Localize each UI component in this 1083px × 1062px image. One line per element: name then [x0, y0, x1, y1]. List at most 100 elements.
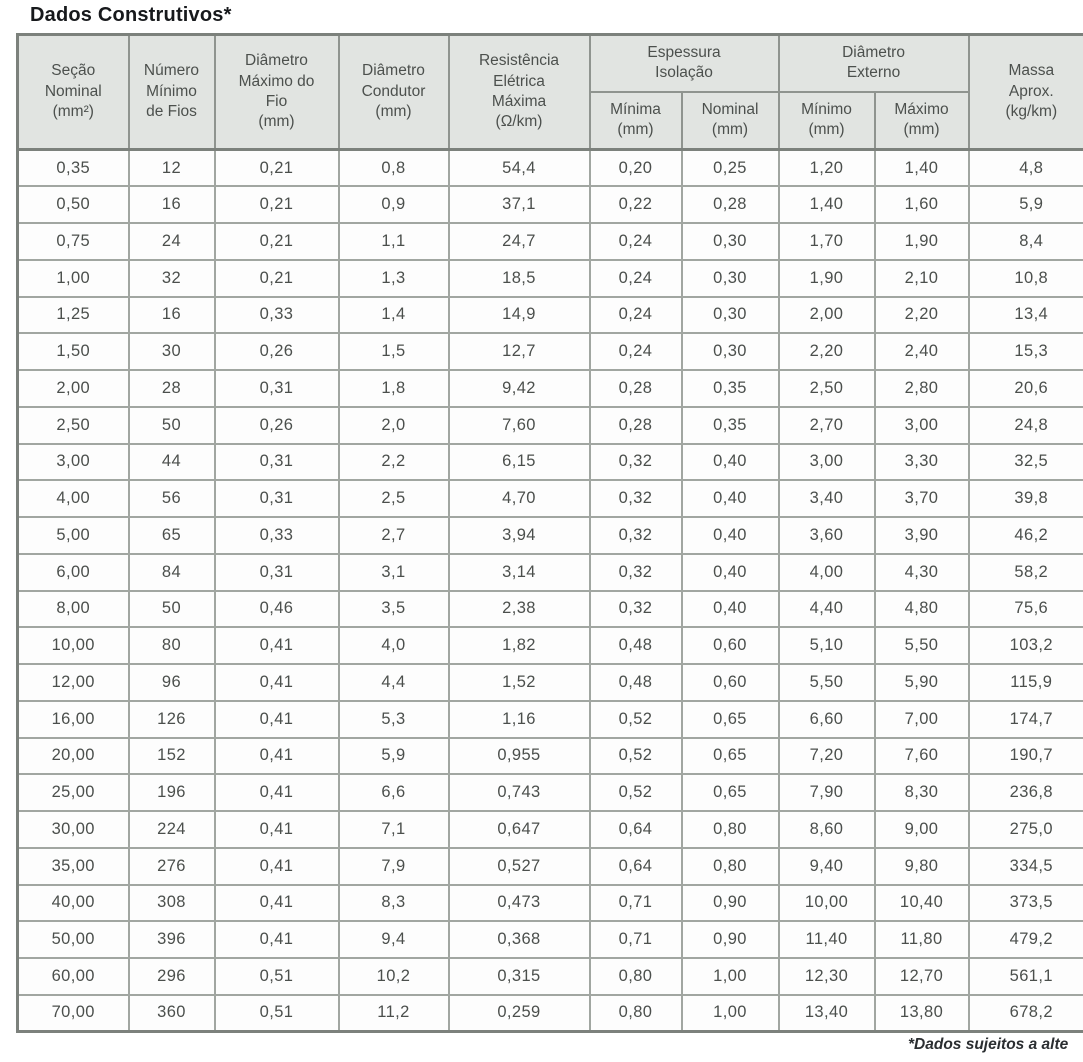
table-cell: 0,368: [447, 920, 591, 959]
table-cell: 30: [127, 332, 216, 371]
table-cell: 0,32: [588, 442, 683, 482]
table-cell: 2,38: [447, 589, 591, 629]
table-cell: 7,90: [777, 773, 876, 812]
table-cell: 0,21: [213, 222, 340, 261]
table-cell: 70,00: [16, 993, 130, 1033]
table-cell: 5,50: [873, 626, 970, 665]
table-cell: 13,4: [967, 295, 1083, 335]
table-row: 40,00 308 0,41 8,3 0,473 0,71 0,90 10,00 10,40 37…: [16, 883, 1083, 923]
table-row: 2,00 28 0,31 1,8 9,42 0,28 0,35 2,50 2,80 20,6: [16, 369, 1083, 408]
table-cell: 18,5: [447, 258, 591, 298]
table-cell: 152: [127, 736, 216, 776]
table-cell: 2,20: [777, 332, 876, 371]
table-row: 0,75 24 0,21 1,1 24,7 0,24 0,30 1,70 1,90 8,4: [16, 222, 1083, 261]
table-cell: 3,00: [873, 405, 970, 445]
table-cell: 13,40: [777, 993, 876, 1033]
table-cell: 6,00: [16, 552, 130, 592]
table-cell: 0,41: [213, 699, 340, 739]
table-cell: 115,9: [967, 663, 1083, 702]
table-cell: 1,00: [680, 993, 780, 1033]
table-cell: 678,2: [967, 993, 1083, 1033]
table-cell: 0,41: [213, 626, 340, 665]
table-cell: 2,00: [16, 369, 130, 408]
table-cell: 0,52: [588, 699, 683, 739]
table-cell: 0,8: [337, 148, 450, 188]
table-row: 5,00 65 0,33 2,7 3,94 0,32 0,40 3,60 3,90 46,2: [16, 516, 1083, 555]
table-cell: 2,0: [337, 405, 450, 445]
table-cell: 20,6: [967, 369, 1083, 408]
table-cell: 3,1: [337, 552, 450, 592]
table-cell: 1,50: [16, 332, 130, 371]
header-diametro-condutor: Diâmetro Condutor (mm): [337, 33, 450, 151]
header-diametro-externo-minimo: Mínimo (mm): [777, 90, 876, 151]
table-cell: 561,1: [967, 957, 1083, 996]
table-cell: 0,35: [16, 148, 130, 188]
table-cell: 296: [127, 957, 216, 996]
table-cell: 0,80: [588, 993, 683, 1033]
table-cell: 0,32: [588, 589, 683, 629]
table-cell: 3,5: [337, 589, 450, 629]
table-cell: 0,315: [447, 957, 591, 996]
table-cell: 196: [127, 773, 216, 812]
table-cell: 0,31: [213, 552, 340, 592]
table-cell: 190,7: [967, 736, 1083, 776]
table-cell: 0,20: [588, 148, 683, 188]
table-cell: 308: [127, 883, 216, 923]
table-row: 4,00 56 0,31 2,5 4,70 0,32 0,40 3,40 3,70 39,8: [16, 479, 1083, 518]
table-cell: 0,65: [680, 736, 780, 776]
table-cell: 1,5: [337, 332, 450, 371]
table-cell: 236,8: [967, 773, 1083, 812]
table-cell: 4,8: [967, 148, 1083, 188]
table-row: 30,00 224 0,41 7,1 0,647 0,64 0,80 8,60 9,00 275,…: [16, 810, 1083, 849]
footnote: *Dados sujeitos a alte: [908, 1036, 1069, 1053]
table-cell: 0,40: [680, 479, 780, 518]
constructive-data-table: Seção Nominal (mm²) Número Mínimo de Fio…: [16, 33, 1083, 1033]
table-cell: 50: [127, 589, 216, 629]
table-cell: 12,00: [16, 663, 130, 702]
table-cell: 0,41: [213, 810, 340, 849]
table-cell: 3,14: [447, 552, 591, 592]
table-cell: 4,4: [337, 663, 450, 702]
table-row: 0,50 16 0,21 0,9 37,1 0,22 0,28 1,40 1,60 5,9: [16, 185, 1083, 224]
table-cell: 0,31: [213, 369, 340, 408]
header-diametro-externo-maximo: Máximo (mm): [873, 90, 970, 151]
table-cell: 2,50: [777, 369, 876, 408]
table-cell: 32,5: [967, 442, 1083, 482]
table-cell: 2,40: [873, 332, 970, 371]
table-cell: 0,32: [588, 552, 683, 592]
table-cell: 0,32: [588, 516, 683, 555]
table-cell: 0,50: [16, 185, 130, 224]
table-cell: 80: [127, 626, 216, 665]
table-cell: 54,4: [447, 148, 591, 188]
table-cell: 28: [127, 369, 216, 408]
table-row: 0,35 12 0,21 0,8 54,4 0,20 0,25 1,20 1,40 4,8: [16, 148, 1083, 188]
table-row: 60,00 296 0,51 10,2 0,315 0,80 1,00 12,30 12,70 5…: [16, 957, 1083, 996]
table-cell: 479,2: [967, 920, 1083, 959]
table-cell: 4,70: [447, 479, 591, 518]
table-cell: 46,2: [967, 516, 1083, 555]
table-cell: 0,24: [588, 295, 683, 335]
table-cell: 8,30: [873, 773, 970, 812]
table-cell: 1,20: [777, 148, 876, 188]
table-cell: 12,70: [873, 957, 970, 996]
table-cell: 0,41: [213, 883, 340, 923]
table-cell: 15,3: [967, 332, 1083, 371]
table-cell: 9,80: [873, 846, 970, 886]
table-cell: 16: [127, 185, 216, 224]
table-cell: 0,60: [680, 663, 780, 702]
table-cell: 0,33: [213, 516, 340, 555]
table-cell: 0,80: [680, 810, 780, 849]
table-cell: 0,24: [588, 332, 683, 371]
table-cell: 0,35: [680, 369, 780, 408]
table-cell: 12,7: [447, 332, 591, 371]
table-cell: 1,40: [873, 148, 970, 188]
table-cell: 0,40: [680, 552, 780, 592]
table-cell: 3,60: [777, 516, 876, 555]
table-cell: 1,90: [777, 258, 876, 298]
table-cell: 5,50: [777, 663, 876, 702]
table-cell: 0,48: [588, 663, 683, 702]
table-cell: 4,40: [777, 589, 876, 629]
table-cell: 30,00: [16, 810, 130, 849]
table-cell: 0,41: [213, 736, 340, 776]
